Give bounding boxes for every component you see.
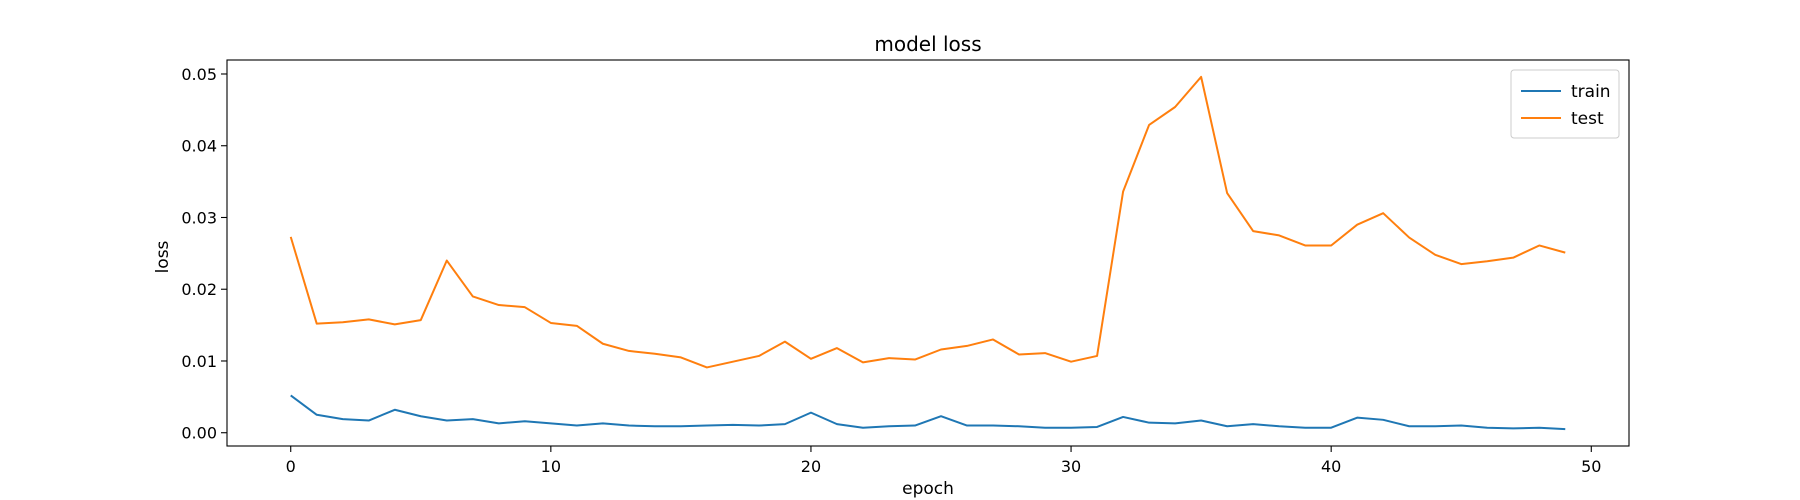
plot-area: 0 10 20 30 40 50 0.00 0.01 0.02 0.03 0.04 0.05 [181,59,1630,476]
x-tick-label: 30 [1061,457,1081,476]
y-axis-label: loss [153,240,173,273]
legend-box [1510,69,1620,139]
series-line-test [289,75,1566,369]
y-tick-label: 0.02 [181,280,217,299]
x-axis-label: epoch [902,479,954,499]
x-tick-label: 40 [1321,457,1341,476]
y-tick-label: 0.03 [181,208,217,227]
y-tick-label: 0.04 [181,137,217,156]
y-tick-label: 0.01 [181,352,217,371]
legend: train test [1510,69,1620,139]
chart-title: model loss [874,32,981,56]
x-tick-label: 10 [541,457,561,476]
legend-label-test: test [1571,109,1604,129]
series-line-train [290,394,1566,431]
axes-frame [226,59,1630,447]
y-tick-label: 0.05 [181,65,217,84]
y-tick-label: 0.00 [181,424,217,443]
legend-label-train: train [1571,82,1611,102]
x-tick-label: 50 [1581,457,1601,476]
x-tick-label: 20 [801,457,821,476]
x-tick-label: 0 [286,457,296,476]
